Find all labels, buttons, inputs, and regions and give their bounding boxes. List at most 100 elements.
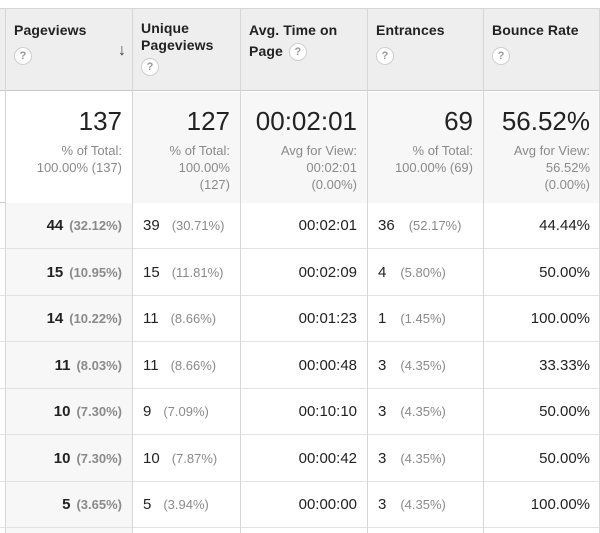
pageviews-value: 15 (46, 264, 64, 281)
bounce-rate-value: 100.00% (530, 496, 590, 513)
unique-pageviews-value: 5 (143, 496, 152, 513)
header-avg-time-on-page[interactable]: Avg. Time on Page ? (241, 8, 367, 91)
table-row[interactable]: 10 (7.30%) 9 (7.09%) 00:10:10 3 (4.35%) 50.00% (0, 389, 600, 435)
bounce-rate-value: 33.33% (539, 357, 590, 374)
avg-time-value: 00:00:00 (298, 496, 357, 513)
unique-pageviews-percent: (7.09%) (163, 404, 209, 419)
entrances-percent: (52.17%) (408, 218, 462, 233)
header-entrances[interactable]: Entrances ? (368, 8, 483, 91)
total-sub: % of Total: 100.00% (137) (6, 142, 122, 176)
cell-pageviews: 15 (10.95%) (6, 250, 132, 296)
entrances-value: 3 (378, 496, 387, 513)
cell-pageviews: 14 (10.22%) (6, 296, 132, 342)
total-sub-label: Avg for View: (513, 143, 590, 158)
header-entrances-label: Entrances (376, 22, 445, 38)
entrances-value: 36 (378, 217, 395, 234)
entrances-value: 3 (378, 403, 387, 420)
bounce-rate-value: 50.00% (539, 403, 590, 420)
total-value: 56.52% (501, 106, 590, 136)
cell-entrances: 1 (1.45%) (368, 296, 483, 342)
table-row[interactable]: 10 (7.30%) 10 (7.87%) 00:00:42 3 (4.35%) 50.00% (0, 436, 600, 482)
unique-pageviews-value: 10 (143, 450, 160, 467)
table-row[interactable]: 14 (10.22%) 11 (8.66%) 00:01:23 1 (1.45%) 100.0… (0, 296, 600, 342)
cell-avg-time: 00:00:42 (241, 436, 367, 482)
total-sub-value: 100.00% (69) (394, 160, 473, 175)
total-sub: Avg for View: 00:02:01 (0.00%) (241, 142, 357, 193)
column-divider (367, 8, 368, 533)
avg-time-value: 00:01:23 (298, 310, 357, 327)
total-value: 137 (78, 106, 122, 136)
unique-pageviews-percent: (11.81%) (171, 265, 224, 280)
cell-avg-time: 00:01:23 (241, 296, 367, 342)
total-entrances: 69 % of Total: 100.00% (69) (368, 92, 483, 203)
cell-bounce-rate: 100.00% (484, 482, 600, 528)
cell-unique-pageviews: 15 (11.81%) (133, 250, 240, 296)
pageviews-percent: (8.03%) (76, 358, 122, 373)
cell-pageviews: 10 (7.30%) (6, 389, 132, 435)
unique-pageviews-percent: (30.71%) (171, 218, 225, 233)
bounce-rate-value: 50.00% (539, 450, 590, 467)
table-row[interactable]: 11 (8.03%) 11 (8.66%) 00:00:48 3 (4.35%) 33.33% (0, 343, 600, 389)
column-divider (5, 8, 6, 533)
pageviews-percent: (32.12%) (69, 218, 122, 233)
pageviews-value: 5 (62, 496, 71, 513)
header-bounce-rate[interactable]: Bounce Rate ? (484, 8, 600, 91)
help-icon[interactable]: ? (14, 47, 32, 65)
help-icon[interactable]: ? (492, 47, 510, 65)
table-row[interactable]: 15 (10.95%) 15 (11.81%) 00:02:09 4 (5.80%) 50.0… (0, 250, 600, 296)
unique-pageviews-percent: (7.87%) (171, 451, 218, 466)
help-icon[interactable]: ? (376, 47, 394, 65)
cell-entrances: 36 (52.17%) (368, 203, 483, 249)
total-avg-time: 00:02:01 Avg for View: 00:02:01 (0.00%) (241, 92, 367, 203)
header-bounce-rate-label: Bounce Rate (492, 22, 579, 38)
cell-pageviews: 10 (7.30%) (6, 436, 132, 482)
total-sub: % of Total: 100.00% (127) (133, 142, 230, 193)
total-bounce-rate: 56.52% Avg for View: 56.52% (0.00%) (484, 92, 600, 203)
cell-pageviews: 5 (3.65%) (6, 482, 132, 528)
header-unique-pageviews[interactable]: Unique Pageviews ? (133, 8, 240, 91)
table-row[interactable]: 5 (3.65%) 5 (3.94%) 00:00:00 3 (4.35%) 100.00% (0, 482, 600, 528)
cell-pageviews: 11 (8.03%) (6, 343, 132, 389)
pageviews-percent: (10.95%) (69, 265, 122, 280)
total-unique-pageviews: 127 % of Total: 100.00% (127) (133, 92, 240, 203)
cell-avg-time: 00:02:09 (241, 250, 367, 296)
cell-unique-pageviews: 5 (3.94%) (133, 482, 240, 528)
entrances-percent: (4.35%) (400, 358, 446, 373)
table-row[interactable]: 44 (32.12%) 39 (30.71%) 00:02:01 36 (52.17%) 44… (0, 203, 600, 249)
cell-avg-time: 00:00:48 (241, 343, 367, 389)
unique-pageviews-percent: (8.66%) (170, 311, 217, 326)
cell-bounce-rate: 50.00% (484, 250, 600, 296)
total-value: 00:02:01 (255, 106, 357, 136)
cell-bounce-rate: 50.00% (484, 389, 600, 435)
total-value: 127 (186, 106, 230, 136)
total-sub: % of Total: 100.00% (69) (368, 142, 473, 176)
cell-entrances: 3 (4.35%) (368, 482, 483, 528)
header-unique-pageviews-label: Unique Pageviews (141, 20, 214, 53)
total-sub-value: 100.00% (178, 160, 230, 175)
entrances-value: 1 (378, 310, 387, 327)
total-sub-value: 00:02:01 (306, 160, 357, 175)
pageviews-percent: (7.30%) (76, 404, 122, 419)
total-sub-count: (127) (199, 177, 230, 192)
cell-avg-time: 00:10:10 (241, 389, 367, 435)
bounce-rate-value: 100.00% (530, 310, 590, 327)
unique-pageviews-value: 11 (143, 357, 159, 374)
total-sub-label: % of Total: (169, 143, 230, 158)
help-icon[interactable]: ? (288, 43, 307, 62)
header-avg-time-label: Avg. Time on Page ? (249, 20, 354, 62)
entrances-percent: (4.35%) (400, 497, 446, 512)
cell-pageviews: 44 (32.12%) (6, 203, 132, 249)
header-pageviews[interactable]: Pageviews ? ↓ (6, 8, 132, 91)
cell-avg-time: 00:02:01 (241, 203, 367, 249)
sort-descending-icon[interactable]: ↓ (118, 42, 126, 59)
cell-bounce-rate: 44.44% (484, 203, 600, 249)
help-icon[interactable]: ? (141, 58, 159, 76)
column-divider (240, 8, 241, 533)
bounce-rate-value: 50.00% (539, 264, 590, 281)
cell-bounce-rate: 100.00% (484, 296, 600, 342)
cell-entrances: 3 (4.35%) (368, 343, 483, 389)
sorted-column-shade (6, 203, 132, 533)
cell-entrances: 3 (4.35%) (368, 389, 483, 435)
pageviews-value: 14 (46, 310, 64, 327)
